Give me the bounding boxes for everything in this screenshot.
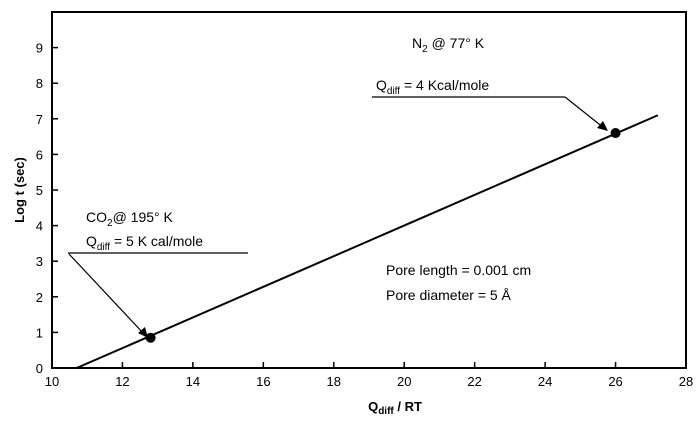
n2-q-sub: diff [387,86,400,97]
x-tick-label: 14 [186,374,200,389]
co2-title-sub: 2 [107,218,113,229]
co2-title-a: CO [86,209,107,225]
n2-leader-line [564,96,605,129]
n2-q-main: Q [376,77,387,93]
n2-title-sub: 2 [422,44,428,55]
y-axis-ticks: 0 1 2 3 4 5 6 7 8 9 [36,41,58,376]
x-tick-label: 10 [45,374,59,389]
n2-title: N2 @ 77° K [412,35,485,55]
pore-diameter-label: Pore diameter = 5 Å [386,287,512,303]
co2-arrowhead [138,327,148,338]
x-tick-label: 24 [538,374,552,389]
data-point-n2 [610,128,621,139]
n2-qdiff: Qdiff = 4 Kcal/mole [376,77,489,97]
n2-title-a: N [412,35,422,51]
x-axis-title: Qdiff / RT [368,399,422,417]
co2-q-sub: diff [97,242,110,253]
y-tick-label: 1 [36,325,43,340]
co2-title-b: @ 195° K [113,209,174,225]
y-axis-title: Log t (sec) [12,157,27,223]
x-axis-title-q: Q [368,399,378,414]
x-tick-label: 12 [115,374,129,389]
x-tick-label: 26 [608,374,622,389]
n2-title-b: @ 77° K [428,35,485,51]
x-tick-label: 16 [256,374,270,389]
fit-line [76,114,659,369]
x-tick-label: 18 [327,374,341,389]
co2-qdiff: Qdiff = 5 K cal/mole [86,233,203,253]
y-tick-label: 4 [36,219,43,234]
co2-leader-line [68,253,145,335]
x-axis-title-sub: diff [378,406,394,417]
y-tick-label: 8 [36,76,43,91]
y-tick-label: 3 [36,254,43,269]
y-tick-label: 6 [36,147,43,162]
x-axis-title-rest: / RT [394,399,422,414]
n2-arrowhead [597,121,608,131]
co2-q-main: Q [86,233,97,249]
n2-q-rest: = 4 Kcal/mole [400,77,489,93]
pore-length-label: Pore length = 0.001 cm [386,262,531,278]
co2-q-rest: = 5 K cal/mole [110,233,203,249]
y-tick-label: 0 [36,361,43,376]
y-tick-label: 5 [36,183,43,198]
y-tick-label: 9 [36,41,43,56]
y-tick-label: 2 [36,290,43,305]
y-tick-label: 7 [36,112,43,127]
plot-frame [51,11,687,369]
x-tick-label: 20 [397,374,411,389]
x-axis-ticks: 10 12 14 16 18 20 22 24 26 28 [45,362,693,389]
data-point-co2 [145,332,156,343]
x-tick-label: 28 [679,374,693,389]
co2-title: CO2@ 195° K [86,209,174,229]
x-tick-label: 22 [467,374,481,389]
